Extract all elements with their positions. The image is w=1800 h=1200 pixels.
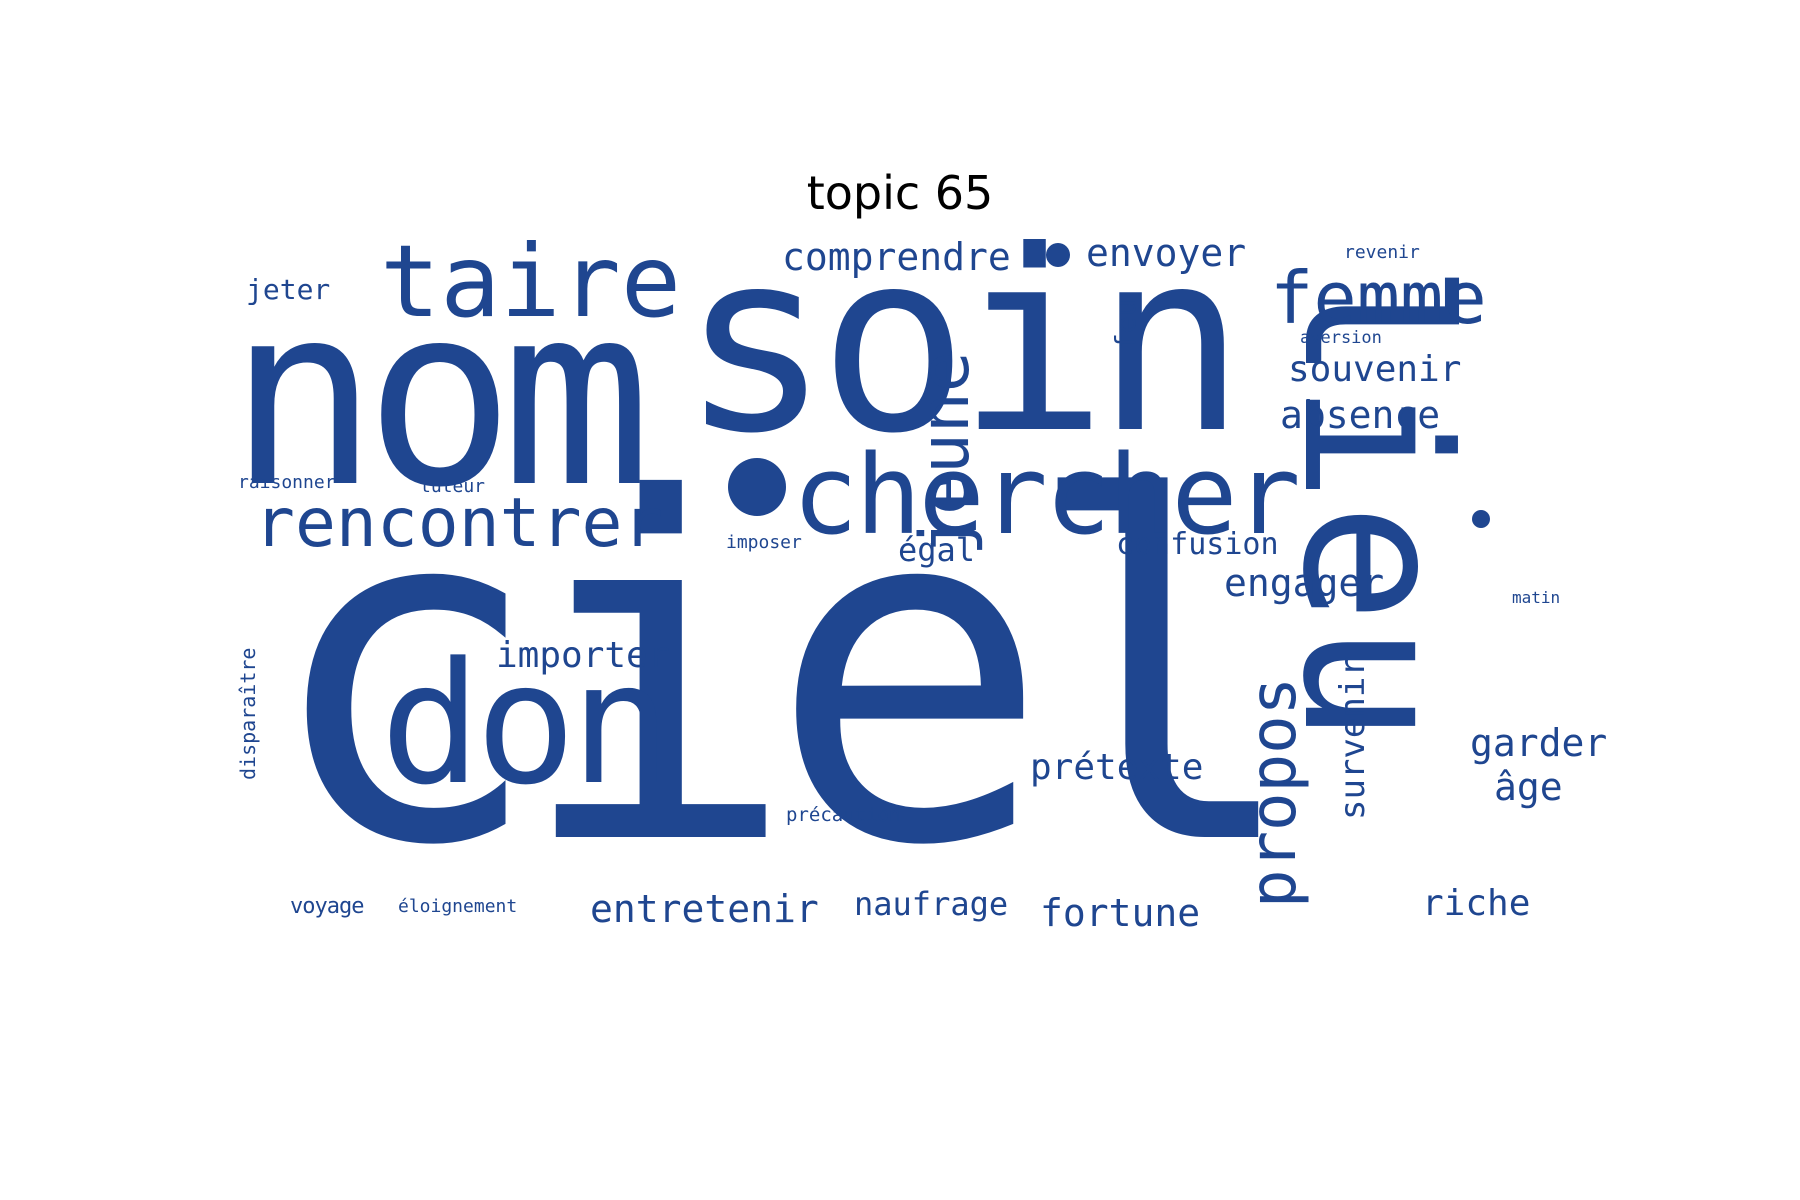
word-garder: garder (1470, 724, 1607, 762)
word-imposer: imposer (726, 534, 802, 552)
word-disparaitre: disparaître (238, 648, 258, 780)
word-absence: absence (1280, 396, 1440, 434)
word-comprendre: comprendre (782, 238, 1011, 276)
word-propos: propos (1242, 677, 1306, 908)
word-engager: engager (1224, 564, 1384, 602)
word-revenir: revenir (1344, 244, 1420, 262)
word-egal: égal (898, 534, 975, 566)
word-femme: femme (1270, 262, 1487, 334)
word-voyage: voyage (290, 896, 363, 918)
word-rencontrer: rencontrer (254, 490, 663, 558)
word-jeune: jeune (912, 351, 980, 556)
word-feu: feu (1112, 299, 1140, 350)
word-entretenir: entretenir (590, 890, 819, 928)
word-importer: importer (496, 638, 669, 674)
word-jeter: jeter (246, 276, 330, 304)
word-pretexte: prétexte (1030, 750, 1203, 786)
word-age: âge (1494, 768, 1563, 806)
word-matin: matin (1512, 590, 1560, 606)
word-fortune: fortune (1040, 894, 1200, 932)
word-raisonner: raisonner (238, 474, 336, 492)
word-taire: taire (380, 232, 681, 332)
word-riche: riche (1422, 886, 1530, 922)
word-eloignement: éloignement (398, 898, 517, 916)
word-naufrage: naufrage (854, 888, 1008, 920)
word-tuteur: tuteur (420, 478, 485, 496)
word-envoyer: envoyer (1086, 234, 1246, 272)
word-aversion: aversion (1300, 330, 1382, 347)
word-confusion: confusion (1116, 530, 1279, 560)
word-survenir: survenir (1336, 656, 1370, 820)
word-souvenir: souvenir (1288, 352, 1461, 388)
word-precaution: précaution (786, 806, 900, 825)
